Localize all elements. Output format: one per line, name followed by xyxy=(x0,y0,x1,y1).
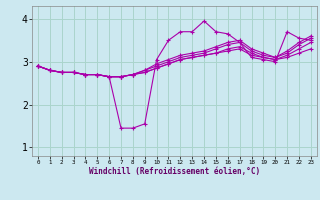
X-axis label: Windchill (Refroidissement éolien,°C): Windchill (Refroidissement éolien,°C) xyxy=(89,167,260,176)
